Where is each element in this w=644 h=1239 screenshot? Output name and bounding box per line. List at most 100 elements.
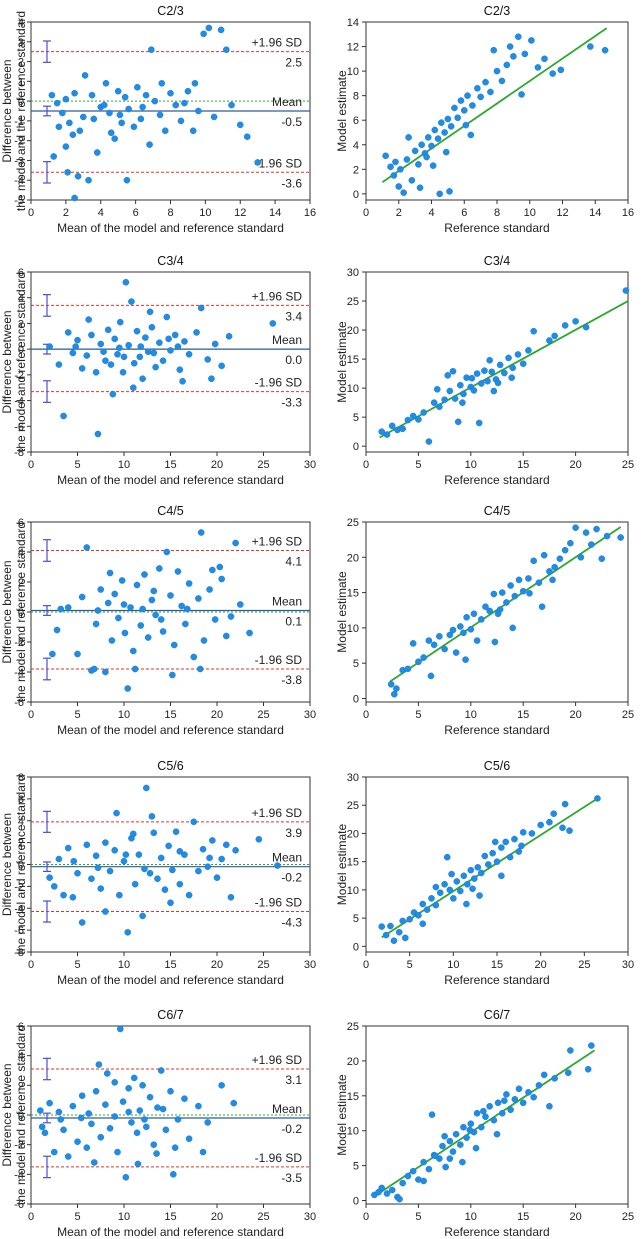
data-point: [498, 589, 506, 596]
data-point: [454, 418, 462, 426]
data-point: [148, 596, 156, 604]
data-point: [538, 603, 546, 611]
lower-label: -1.96 SD: [255, 376, 303, 390]
y-tick-label: 10: [347, 66, 359, 78]
data-point: [232, 846, 239, 854]
data-point: [521, 50, 529, 58]
data-point: [432, 883, 440, 891]
lower-ci-errorbar: [43, 1155, 51, 1179]
data-point: [490, 1116, 498, 1124]
data-point: [185, 891, 193, 899]
x-tick-label: 25: [257, 709, 269, 721]
data-point: [200, 30, 207, 38]
x-tick-label: 4: [428, 207, 434, 219]
y-tick-label: 6: [353, 115, 359, 127]
x-tick-label: 15: [164, 709, 176, 721]
data-point: [482, 1113, 489, 1121]
data-point: [462, 121, 470, 129]
data-point: [142, 91, 150, 99]
y-tick-label: -2: [14, 370, 24, 382]
x-tick-label: 5: [415, 459, 421, 471]
data-point: [415, 912, 422, 919]
data-point: [156, 339, 163, 347]
data-point: [128, 1119, 135, 1126]
x-tick-label: 30: [622, 959, 634, 971]
data-point: [502, 838, 510, 846]
data-point: [141, 571, 148, 578]
x-tick-label: 8: [167, 207, 173, 219]
x-tick-label: 15: [517, 1211, 529, 1223]
data-point: [453, 878, 461, 885]
data-point: [176, 880, 184, 888]
data-point: [55, 123, 63, 131]
y-axis-label-line: Difference between: [0, 1063, 14, 1166]
y-tick-label: 6: [18, 517, 24, 529]
data-point: [102, 1101, 109, 1108]
data-point: [470, 610, 478, 618]
y-tick-label: -2: [14, 637, 24, 649]
y-axis-label-line: Model estimate: [335, 823, 349, 905]
data-point: [382, 152, 389, 160]
x-tick-label: 0: [363, 207, 369, 219]
data-point: [62, 95, 70, 103]
data-point: [131, 880, 139, 888]
data-point: [108, 637, 116, 644]
data-point: [423, 153, 430, 161]
data-point: [131, 665, 139, 673]
data-point: [121, 629, 129, 637]
data-point: [69, 894, 77, 901]
data-point: [152, 611, 159, 619]
data-point: [434, 135, 442, 142]
data-point: [225, 332, 233, 340]
mean-value-label: 0.0: [285, 353, 302, 367]
data-point: [111, 335, 118, 343]
data-point: [209, 837, 216, 844]
data-point: [60, 412, 67, 420]
data-point: [197, 529, 205, 536]
y-tick-label: -2: [14, 136, 24, 148]
y-tick-label: 20: [347, 552, 359, 564]
data-point: [236, 601, 244, 608]
x-tick-label: 10: [447, 959, 459, 971]
upper-value-label: 3.9: [285, 826, 302, 840]
data-point: [150, 1141, 158, 1148]
data-point: [77, 1114, 85, 1122]
data-point: [507, 1106, 514, 1114]
chart-title: C2/3: [484, 4, 510, 18]
data-point: [97, 340, 105, 348]
data-point: [167, 899, 174, 907]
x-tick-label: 0: [28, 959, 34, 971]
y-tick-label: 4: [18, 1051, 24, 1063]
x-tick-label: 0: [28, 459, 34, 471]
data-point: [474, 84, 481, 92]
y-tick-label: 10: [347, 383, 359, 395]
x-tick-label: 0: [363, 459, 369, 471]
data-point: [114, 1148, 121, 1156]
lower-label: -1.96 SD: [255, 1151, 303, 1165]
y-axis-label: Model estimate: [335, 823, 349, 905]
data-point: [195, 867, 202, 875]
data-point: [404, 416, 412, 424]
data-point: [57, 1116, 65, 1123]
data-point: [189, 127, 197, 135]
data-point: [146, 869, 154, 877]
data-point: [598, 555, 606, 563]
chart-title: C6/7: [484, 1008, 510, 1022]
y-tick-label: 4: [18, 17, 24, 29]
data-point: [74, 1138, 81, 1145]
data-point: [511, 1095, 519, 1103]
y-tick-label: -4: [14, 396, 24, 408]
data-point: [122, 278, 130, 286]
data-point: [441, 645, 448, 653]
data-point: [243, 133, 251, 141]
data-point: [102, 668, 109, 676]
x-tick-label: 25: [622, 1211, 634, 1223]
x-tick-label: 5: [74, 959, 80, 971]
data-point: [46, 343, 53, 350]
data-point: [124, 685, 132, 692]
data-point: [38, 1123, 46, 1131]
y-axis-label-line: Difference between: [0, 813, 14, 916]
data-point: [156, 565, 163, 572]
data-point: [617, 534, 624, 541]
